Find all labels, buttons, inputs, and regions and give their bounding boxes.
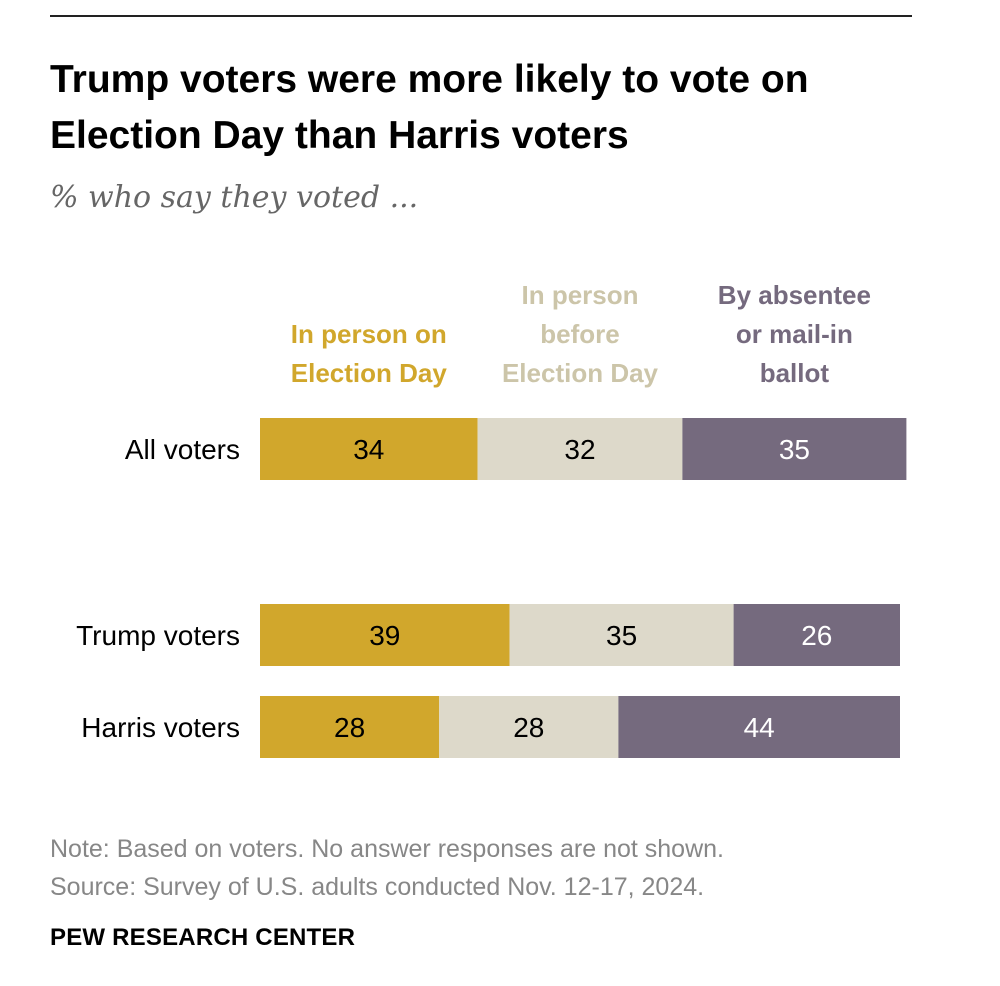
bar-row-all-voters: All voters 34 32 35 <box>125 418 907 480</box>
source-text: Source: Survey of U.S. adults conducted … <box>50 873 705 901</box>
chart-subtitle: % who say they voted ... <box>50 180 419 215</box>
bar-segment-in-person-on-election-day <box>260 418 478 480</box>
stacked-bar-chart: In person on Election Day In person before E… <box>76 280 907 758</box>
legend-line: before <box>540 319 619 349</box>
legend-in-person-on-election-day: In person on Election Day <box>291 319 448 388</box>
data-label: 44 <box>744 712 775 743</box>
category-label: Harris voters <box>81 712 240 743</box>
bar-segment-by-absentee-or-mail-in-ballot <box>682 418 907 480</box>
note-text: Note: Based on voters. No answer respons… <box>50 835 724 863</box>
category-label: Trump voters <box>76 620 240 651</box>
legend-line: ballot <box>760 358 830 388</box>
bar-segment-by-absentee-or-mail-in-ballot <box>733 604 900 666</box>
bar-segment-in-person-before-election-day <box>439 696 619 758</box>
bar-row-trump-voters: Trump voters 39 35 26 <box>76 604 900 666</box>
legend-line: Election Day <box>502 358 659 388</box>
bar-row-harris-voters: Harris voters 28 28 44 <box>81 696 900 758</box>
data-label: 35 <box>779 434 810 465</box>
bar-segment-in-person-before-election-day <box>477 418 683 480</box>
data-label: 35 <box>606 620 637 651</box>
top-rule <box>50 15 912 17</box>
chart-legend: In person on Election Day In person before E… <box>291 280 871 388</box>
legend-by-absentee-or-mail-in-ballot: By absentee or mail-in ballot <box>718 280 871 388</box>
chart-title: Trump voters were more likely to vote on… <box>50 58 809 157</box>
data-label: 26 <box>801 620 832 651</box>
data-label: 28 <box>334 712 365 743</box>
legend-line: or mail-in <box>736 319 853 349</box>
legend-line: Election Day <box>291 358 448 388</box>
data-label: 39 <box>369 620 400 651</box>
chart-footnote: Note: Based on voters. No answer respons… <box>50 830 724 906</box>
legend-line: By absentee <box>718 280 871 310</box>
bar-segment-in-person-before-election-day <box>509 604 734 666</box>
data-label: 32 <box>564 434 595 465</box>
legend-in-person-before-election-day: In person before Election Day <box>502 280 659 388</box>
bar-segment-in-person-on-election-day <box>260 604 510 666</box>
bar-segment-by-absentee-or-mail-in-ballot <box>618 696 900 758</box>
legend-line: In person on <box>291 319 447 349</box>
chart-rows: All voters 34 32 35 Trump voters 39 35 26 Harris… <box>76 418 907 758</box>
data-label: 34 <box>353 434 384 465</box>
brand-logo-text: PEW RESEARCH CENTER <box>50 924 356 951</box>
data-label: 28 <box>513 712 544 743</box>
legend-line: In person <box>521 280 638 310</box>
bar-segment-in-person-on-election-day <box>260 696 440 758</box>
category-label: All voters <box>125 434 240 465</box>
